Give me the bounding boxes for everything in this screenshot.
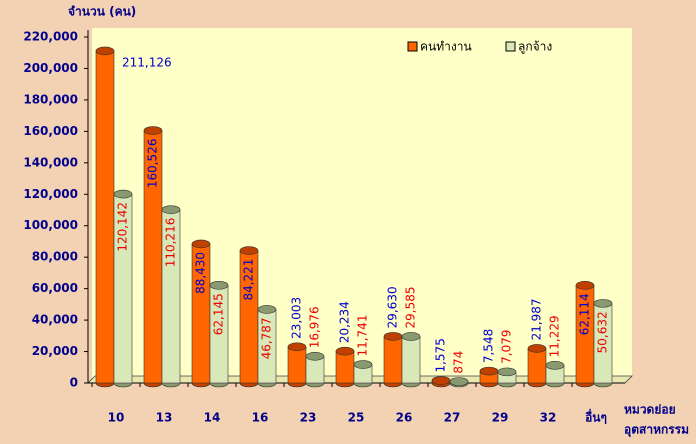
y-tick-label: 80,000 — [32, 250, 78, 264]
data-label: 21,987 — [530, 298, 544, 340]
data-label: 88,430 — [194, 252, 208, 294]
data-label: 1,575 — [434, 338, 448, 372]
data-label: 29,630 — [386, 286, 400, 328]
x-tick-label: 23 — [300, 411, 317, 425]
bar-top — [287, 342, 307, 352]
y-tick-label: 40,000 — [32, 313, 78, 327]
data-label: 29,585 — [404, 286, 418, 328]
bar-top — [593, 299, 613, 308]
bar-top — [257, 305, 277, 314]
x-tick-label: อื่นๆ — [585, 409, 607, 425]
data-label: 20,234 — [338, 301, 352, 343]
y-tick-label: 140,000 — [23, 155, 78, 169]
y-tick-label: 0 — [70, 376, 78, 390]
data-label: 11,229 — [548, 315, 562, 357]
bar — [383, 336, 403, 384]
legend-label: คนทำงาน — [420, 40, 472, 54]
bar-top — [431, 376, 451, 385]
data-label: 11,741 — [356, 315, 370, 357]
bar-top — [239, 246, 259, 255]
bar-top — [113, 189, 133, 199]
legend-label: ลูกจ้าง — [518, 40, 552, 55]
legend-swatch — [505, 41, 516, 52]
y-axis-label: จำนวน (คน) — [68, 5, 136, 19]
y-tick-label: 220,000 — [23, 30, 78, 44]
data-label: 84,221 — [242, 259, 256, 301]
bar-top — [95, 46, 115, 56]
x-tick-label: 29 — [492, 411, 509, 425]
bar-top — [161, 205, 181, 214]
bar-top — [575, 281, 595, 290]
data-label: 62,145 — [212, 293, 226, 335]
bar-top — [479, 366, 499, 376]
y-tick-label: 100,000 — [23, 218, 78, 232]
legend-swatch — [407, 41, 418, 52]
x-axis-label: หมวดย่อย — [624, 403, 676, 417]
data-label: 7,079 — [500, 330, 514, 364]
data-label: 62,114 — [578, 293, 592, 335]
data-label: 7,548 — [482, 329, 496, 363]
bar — [95, 50, 115, 384]
data-label: 23,003 — [290, 297, 304, 339]
bar-top — [401, 332, 421, 341]
data-label: 160,526 — [146, 139, 160, 189]
bar-top — [305, 352, 325, 361]
x-tick-label: 14 — [204, 411, 221, 425]
bar-top — [209, 280, 229, 290]
x-tick-label: 32 — [540, 411, 557, 425]
x-tick-label: 16 — [252, 411, 269, 425]
bar — [287, 346, 307, 384]
data-label: 120,142 — [116, 202, 130, 252]
bar — [335, 350, 355, 384]
bar-top — [545, 361, 565, 370]
data-label: 874 — [452, 351, 466, 374]
bar-top — [143, 126, 163, 135]
x-tick-label: 25 — [348, 411, 365, 425]
data-label: 46,787 — [260, 317, 274, 359]
x-tick-label: 27 — [444, 411, 461, 425]
x-axis-label: อุตสาหกรรม — [624, 423, 689, 438]
bar-top — [449, 377, 469, 386]
x-tick-label: 26 — [396, 411, 413, 425]
bar-top — [191, 239, 211, 249]
y-tick-label: 180,000 — [23, 92, 78, 106]
y-tick-label: 160,000 — [23, 124, 78, 138]
data-label: 16,976 — [308, 306, 322, 348]
y-tick-label: 60,000 — [32, 281, 78, 295]
data-label: 110,216 — [164, 218, 178, 268]
x-tick-label: 13 — [156, 411, 173, 425]
bar-top — [353, 360, 373, 369]
bar-top — [527, 344, 547, 353]
data-label: 211,126 — [122, 55, 172, 69]
y-tick-label: 120,000 — [23, 187, 78, 201]
bar-top — [335, 346, 355, 356]
y-tick-label: 200,000 — [23, 61, 78, 75]
bar — [527, 348, 547, 384]
bar-top — [383, 332, 403, 341]
bar-top — [497, 367, 517, 377]
y-tick-label: 20,000 — [32, 344, 78, 358]
bar — [401, 336, 421, 384]
data-label: 50,632 — [596, 311, 610, 353]
x-tick-label: 10 — [108, 411, 125, 425]
